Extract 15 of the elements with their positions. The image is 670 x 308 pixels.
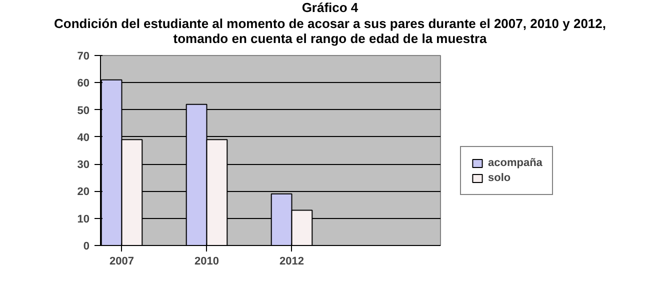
- legend-label: solo: [488, 172, 511, 184]
- x-tick-label: 2007: [110, 256, 134, 268]
- y-tick-label: 20: [77, 186, 90, 198]
- y-tick-label: 70: [77, 50, 90, 62]
- y-tick-label: 10: [77, 213, 90, 226]
- chart-subtitle: Condición del estudiante al momento de acosar a sus pares durante el 2007, 2010 y 2012, tomando en cuenta el rango de edad de la muestra: [54, 16, 606, 46]
- y-tick-label: 60: [77, 78, 90, 90]
- legend-label: acompaña: [488, 157, 542, 169]
- chart-title: Gráfico 4: [302, 0, 358, 15]
- y-tick-label: 50: [77, 104, 90, 117]
- y-tick-label: 0: [83, 240, 90, 252]
- x-tick-label: 2010: [194, 256, 219, 268]
- x-tick-label: 2012: [280, 256, 304, 268]
- y-tick-label: 30: [77, 159, 90, 172]
- y-tick-label: 40: [77, 132, 90, 144]
